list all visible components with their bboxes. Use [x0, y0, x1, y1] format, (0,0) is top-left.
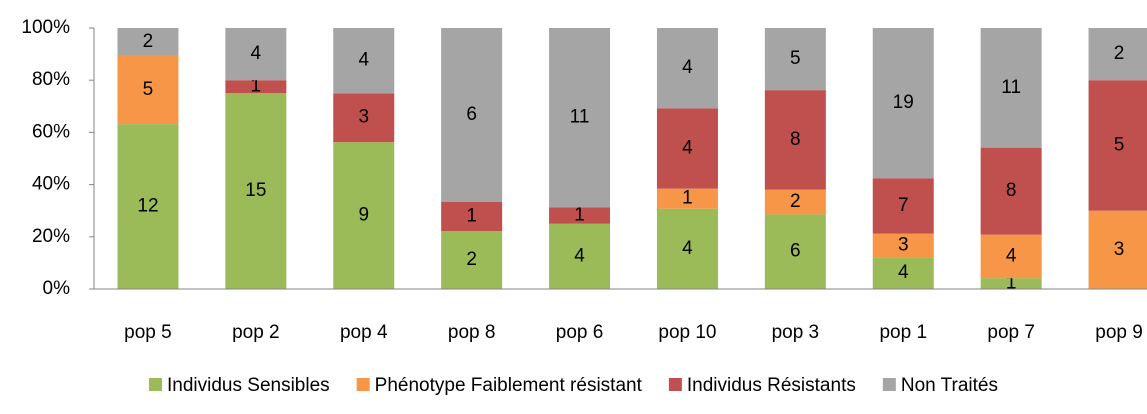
legend-label: Non Traités	[901, 375, 998, 396]
bar-segment	[225, 28, 287, 81]
x-tick-label: pop 2	[232, 322, 280, 343]
x-tick-label: pop 10	[658, 322, 716, 343]
data-label: 5	[143, 79, 154, 100]
bar-segment	[333, 93, 395, 143]
bar-segment	[872, 257, 934, 289]
data-label: 4	[682, 137, 693, 158]
bar-segment	[872, 28, 934, 179]
bar-segment	[441, 231, 503, 289]
legend-label: Individus Résistants	[687, 375, 856, 396]
x-tick-label: pop 6	[556, 322, 604, 343]
data-label: 6	[466, 104, 477, 125]
data-label: 3	[358, 107, 369, 128]
bar-segment	[980, 278, 1042, 289]
y-tick-label: 20%	[32, 226, 70, 247]
data-label: 1	[251, 76, 262, 97]
data-label: 3	[898, 235, 909, 256]
data-label: 2	[143, 31, 154, 52]
bar-segment	[549, 207, 611, 224]
bar-segment	[764, 90, 826, 190]
bar-segment	[333, 28, 395, 94]
bar-segment	[1088, 28, 1147, 81]
x-tick-label: pop 1	[879, 322, 927, 343]
x-tick-label: pop 3	[772, 322, 820, 343]
bar-segment	[764, 189, 826, 215]
data-label: 11	[570, 107, 590, 128]
bar-segment	[225, 93, 287, 289]
data-label: 8	[790, 129, 801, 150]
legend-swatch	[668, 378, 682, 391]
y-tick-label: 40%	[32, 174, 70, 195]
bar-segment	[549, 223, 611, 289]
data-label: 4	[251, 43, 262, 64]
bar-segment	[225, 80, 287, 94]
data-label: 5	[790, 48, 801, 69]
bar-segment	[549, 28, 611, 208]
data-label: 6	[790, 241, 801, 262]
y-tick-label: 60%	[32, 121, 70, 142]
legend-swatch	[882, 378, 896, 391]
data-label: 1	[466, 206, 477, 227]
bar-segment	[656, 188, 718, 209]
bar-segment	[333, 142, 395, 289]
bar-segment	[764, 214, 826, 289]
data-label: 5	[1114, 134, 1125, 155]
x-tick-label: pop 8	[448, 322, 496, 343]
data-label: 1	[574, 205, 585, 226]
bar-segment	[872, 178, 934, 234]
y-tick-label: 100%	[21, 17, 70, 38]
data-label: 4	[358, 50, 369, 71]
data-label: 11	[1001, 77, 1021, 98]
data-label: 4	[682, 57, 693, 78]
data-label: 9	[358, 205, 369, 226]
data-label: 4	[574, 245, 585, 266]
bar-segment	[656, 28, 718, 109]
bar-segment	[117, 124, 179, 289]
bar-segment	[980, 234, 1042, 279]
data-label: 8	[1006, 180, 1017, 201]
bar-segment	[1088, 80, 1147, 211]
bar-segment	[117, 55, 179, 125]
data-label: 1	[1006, 273, 1017, 294]
x-tick-label: pop 5	[124, 322, 172, 343]
data-label: 3	[1114, 239, 1125, 260]
data-label: 1	[682, 188, 693, 209]
y-tick-label: 80%	[32, 69, 70, 90]
data-label: 7	[898, 195, 909, 216]
data-label: 2	[790, 191, 801, 212]
y-tick-label: 0%	[43, 278, 71, 299]
bar-segment	[441, 28, 503, 202]
legend-swatch	[356, 378, 370, 391]
data-label: 12	[137, 196, 158, 217]
legend-swatch	[149, 378, 162, 391]
bar-segment	[980, 147, 1042, 235]
legend-label: Individus Sensibles	[167, 375, 330, 396]
x-tick-label: pop 9	[1095, 322, 1143, 343]
data-label: 2	[1114, 43, 1125, 64]
x-tick-label: pop 7	[987, 322, 1035, 343]
bar-segment	[872, 233, 934, 258]
bar-segment	[764, 28, 826, 91]
bar-segment	[656, 208, 718, 289]
bar-segment	[1088, 210, 1147, 289]
bar-segment	[656, 108, 718, 189]
data-label: 15	[245, 180, 266, 201]
data-label: 2	[466, 249, 477, 270]
legend-label: Phénotype Faiblement résistant	[375, 375, 643, 396]
bar-segment	[117, 28, 179, 56]
x-tick-label: pop 4	[340, 322, 388, 343]
data-label: 4	[682, 238, 693, 259]
data-label: 19	[893, 92, 914, 113]
data-label: 4	[898, 262, 909, 283]
bar-segment	[980, 28, 1042, 148]
data-label: 4	[1006, 245, 1017, 266]
bar-segment	[441, 202, 503, 231]
